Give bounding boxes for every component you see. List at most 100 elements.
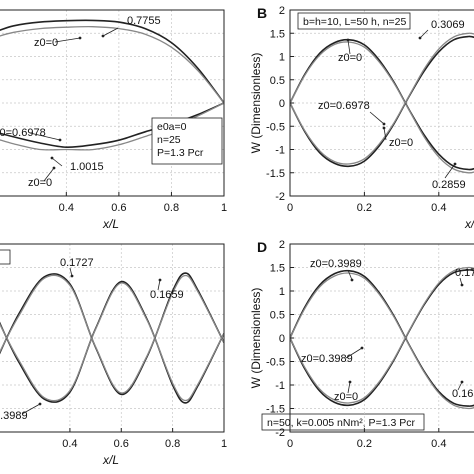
annotation-arrowhead	[50, 156, 54, 160]
x-tick-label: 0.6	[111, 202, 126, 214]
annotation-arrow	[102, 27, 119, 37]
y-axis-label: W (Dimensionless)	[249, 288, 263, 389]
annotation-arrowhead	[348, 380, 352, 384]
x-axis-label: x/L	[102, 453, 119, 467]
annotation-arrow	[51, 157, 63, 167]
x-tick-label: 0	[287, 202, 293, 214]
y-tick-label: 2	[279, 239, 285, 251]
note-box	[261, 413, 425, 431]
series-line-0	[0, 272, 224, 396]
annotation-label: 0.7755	[127, 15, 161, 27]
series-line-0	[290, 38, 474, 171]
annotation-label: 0.3989	[0, 410, 28, 422]
annotation-arrow	[369, 111, 385, 125]
y-tick-label: 1	[279, 286, 285, 298]
annotation-arrowhead	[58, 138, 62, 142]
series-line-3	[0, 282, 224, 402]
annotation-arrow	[444, 163, 456, 179]
series-line-0	[290, 269, 474, 407]
panel-b: 0 0.2 0.4 2 1.5 1 0.5 0 -0.5 -1 -1.5 -2 x/L W (Dimens…	[249, 5, 474, 231]
annotation-arrow	[347, 39, 351, 55]
annotation-arrowhead	[78, 36, 82, 40]
annotation-label: z0=0	[334, 391, 358, 403]
series-line-1	[0, 274, 224, 394]
panel-letter: B	[257, 5, 267, 21]
x-tick-label: 0	[287, 438, 293, 450]
axes-frame	[0, 9, 225, 197]
annotation-arrow	[345, 347, 363, 359]
annotation-arrowhead	[460, 283, 464, 287]
y-tick-label: -2	[275, 191, 285, 203]
y-tick-label: -1	[275, 145, 285, 157]
series-group	[290, 266, 474, 410]
series-group	[0, 272, 224, 404]
series-line-1	[0, 26, 224, 104]
note-text: b=h=10, L=50 h, n=25	[303, 16, 407, 28]
x-tick-label: 0.2	[357, 438, 372, 450]
x-tick-label: 0.4	[431, 202, 446, 214]
annotation-arrowhead	[101, 34, 105, 38]
y-tick-label: -0.5	[266, 357, 285, 369]
annotation-label: z0=0	[338, 52, 362, 64]
annotation-arrowhead	[460, 380, 464, 384]
annotation-arrow	[383, 127, 387, 141]
panel-bottom-left: 0.4 0.6 0.8 1 x/L 0.1727 0.1659 0.3989 n=50, k=0…	[0, 243, 425, 467]
annotation-label: z0=0.3989	[310, 258, 362, 270]
annotation-arrowhead	[70, 274, 74, 278]
annotation-arrow	[347, 381, 351, 394]
y-tick-label: 1	[279, 52, 285, 64]
x-tick-label: 0.8	[165, 438, 180, 450]
annotation-arrowhead	[350, 278, 354, 282]
note-box	[297, 12, 411, 30]
x-tick-label: 0.4	[59, 202, 74, 214]
series-line-2	[0, 280, 224, 404]
x-tick-label: 0.4	[62, 438, 77, 450]
annotation-arrow	[43, 167, 55, 182]
annotation-label: z0=0.6978	[318, 100, 370, 112]
y-tick-label: -1	[275, 380, 285, 392]
annotation-arrowhead	[382, 122, 386, 126]
annotation-label: z0=0	[28, 177, 52, 189]
annotation-label: z0=0	[389, 137, 413, 149]
annotation-arrowhead	[382, 126, 386, 130]
y-tick-label: -2	[275, 427, 285, 439]
y-tick-label: 0	[279, 333, 285, 345]
note-text: n=50, k=0.005 nNm², P=1.3 Pcr	[267, 417, 415, 429]
y-tick-label: 2	[279, 5, 285, 17]
annotation-arrow	[21, 403, 41, 415]
annotation-label: 0.2859	[432, 179, 466, 191]
x-tick-label: 0.8	[164, 202, 179, 214]
x-tick-label: 0.4	[431, 438, 446, 450]
annotation-label: 0.1727	[60, 257, 94, 269]
note-text: e0a=0	[157, 121, 187, 133]
annotation-arrow	[419, 29, 429, 39]
annotation-arrowhead	[52, 166, 56, 170]
y-tick-label: 0.5	[270, 310, 285, 322]
y-tick-label: -0.5	[266, 121, 285, 133]
series-line-1	[290, 41, 474, 174]
annotation-arrow	[29, 132, 61, 141]
annotation-label: z0=0.3989	[301, 353, 353, 365]
annotation-label: 0.1659	[150, 289, 184, 301]
series-line-1	[290, 272, 474, 410]
series-line-2	[290, 269, 474, 407]
annotation-label: z0=0	[34, 37, 58, 49]
annotation-arrow	[157, 279, 161, 291]
note-box	[151, 117, 223, 165]
y-tick-label: 0	[279, 98, 285, 110]
annotation-arrow	[457, 381, 463, 391]
x-tick-label: 0.6	[114, 438, 129, 450]
annotation-label: 1.0015	[70, 161, 104, 173]
note-text: P=1.3 Pcr	[157, 147, 204, 159]
series-line-2	[290, 35, 474, 168]
x-axis-label: x/L	[102, 217, 119, 231]
annotation-arrowhead	[453, 162, 457, 166]
annotation-arrowhead	[360, 346, 364, 350]
note-text: n=25	[157, 134, 181, 146]
y-axis-label: W (Dimensionless)	[249, 53, 263, 154]
series-group	[290, 32, 474, 174]
x-tick-label: 1	[221, 438, 227, 450]
x-tick-label: 0.2	[357, 202, 372, 214]
annotation-arrowhead	[418, 36, 422, 40]
